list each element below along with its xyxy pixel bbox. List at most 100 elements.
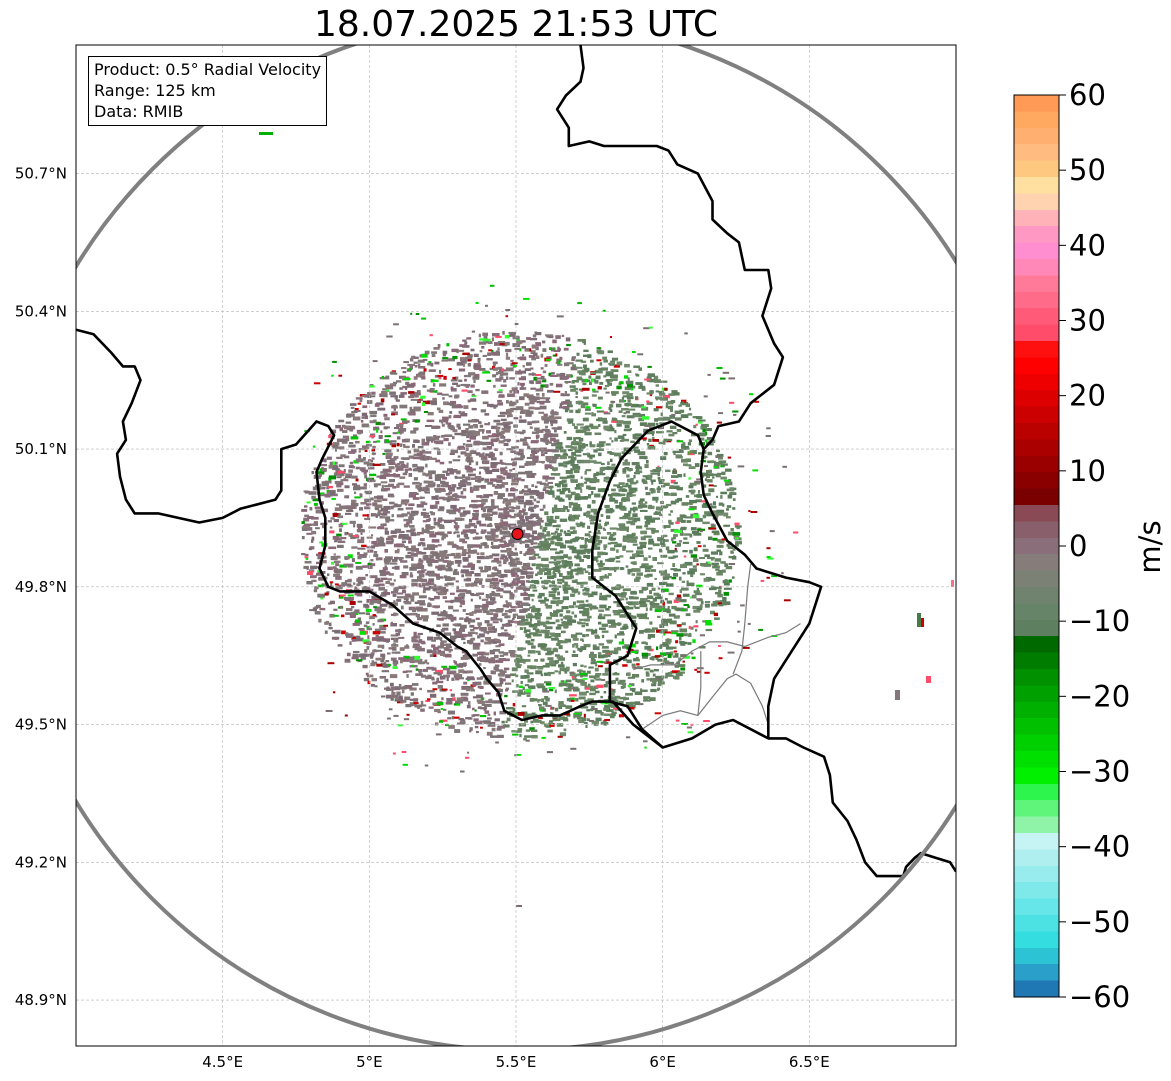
echo-cell xyxy=(439,567,447,571)
echo-cell xyxy=(701,472,708,477)
echo-cell xyxy=(625,403,630,407)
echo-cell xyxy=(604,705,609,709)
echo-cell xyxy=(556,626,562,629)
echo-cell xyxy=(313,522,319,526)
echo-cell xyxy=(485,610,490,614)
echo-cell xyxy=(703,484,707,488)
echo-cell xyxy=(490,462,498,466)
echo-cell xyxy=(390,682,394,687)
echo-cell xyxy=(588,593,594,598)
echo-cell xyxy=(508,414,513,418)
echo-cell xyxy=(384,417,390,421)
echo-cell xyxy=(433,436,440,440)
echo-cell xyxy=(474,725,479,729)
echo-cell xyxy=(672,450,680,453)
echo-cell xyxy=(492,374,497,378)
echo-cell xyxy=(427,689,435,693)
echo-cell xyxy=(619,439,624,442)
echo-cell xyxy=(601,634,605,639)
echo-cell xyxy=(414,419,420,423)
echo-cell xyxy=(605,374,611,377)
echo-cell xyxy=(489,584,496,589)
echo-cell xyxy=(399,558,403,561)
echo-cell xyxy=(475,388,480,392)
echo-cell xyxy=(531,729,538,732)
echo-cell xyxy=(488,721,496,724)
echo-cell xyxy=(584,471,587,475)
echo-cell xyxy=(573,714,581,718)
echo-cell xyxy=(676,429,682,432)
echo-cell xyxy=(679,599,687,603)
echo-cell xyxy=(485,636,492,641)
echo-cell xyxy=(333,560,341,564)
echo-cell xyxy=(581,378,587,383)
echo-cell xyxy=(403,518,410,522)
echo-cell xyxy=(511,543,515,548)
echo-cell xyxy=(542,665,550,668)
echo-cell xyxy=(526,587,531,591)
echo-cell xyxy=(641,478,646,481)
echo-cell xyxy=(373,499,382,503)
echo-cell xyxy=(370,575,378,579)
echo-cell xyxy=(631,502,636,505)
echo-cell xyxy=(666,609,671,614)
echo-cell xyxy=(506,411,512,415)
echo-cell xyxy=(625,410,630,414)
echo-cell xyxy=(511,387,518,392)
echo-cell xyxy=(399,624,405,627)
echo-cell xyxy=(454,522,458,525)
echo-cell xyxy=(393,473,400,478)
echo-cell xyxy=(648,538,654,542)
echo-cell xyxy=(384,678,389,683)
echo-cell xyxy=(435,440,444,445)
echo-cell xyxy=(455,677,460,681)
echo-cell xyxy=(575,605,582,608)
echo-cell xyxy=(486,731,493,736)
echo-cell xyxy=(704,478,708,482)
echo-cell xyxy=(510,585,514,589)
echo-cell xyxy=(686,520,692,523)
echo-cell xyxy=(545,398,549,401)
echo-cell xyxy=(445,421,448,425)
echo-cell xyxy=(582,453,591,456)
echo-cell xyxy=(654,577,657,580)
echo-cell xyxy=(501,632,509,636)
echo-cell xyxy=(417,531,424,535)
echo-cell xyxy=(602,527,605,530)
echo-cell xyxy=(588,375,592,379)
echo-cell xyxy=(524,368,531,372)
echo-cell xyxy=(720,600,727,603)
echo-cell xyxy=(581,717,587,722)
echo-cell xyxy=(470,629,475,632)
echo-cell xyxy=(732,532,741,536)
echo-cell xyxy=(513,477,522,481)
echo-cell xyxy=(599,443,605,447)
echo-cell xyxy=(478,341,487,345)
echo-cell xyxy=(655,675,663,680)
echo-cell xyxy=(732,498,736,502)
map-area[interactable] xyxy=(1,18,1033,1050)
echo-cell xyxy=(503,341,510,346)
echo-cell xyxy=(565,650,569,653)
echo-cell xyxy=(704,511,712,515)
echo-cell xyxy=(625,597,628,601)
echo-cell xyxy=(648,476,652,481)
echo-cell xyxy=(622,547,626,551)
echo-cell xyxy=(525,410,534,415)
echo-cell xyxy=(591,500,596,504)
echo-cell xyxy=(367,565,373,569)
echo-cell xyxy=(380,474,385,477)
echo-cell xyxy=(660,412,663,417)
echo-cell xyxy=(445,484,452,488)
echo-cell xyxy=(487,352,492,356)
echo-cell xyxy=(687,633,692,637)
echo-cell xyxy=(561,406,570,409)
echo-cell xyxy=(343,477,346,481)
echo-cell xyxy=(555,619,560,623)
echo-cell xyxy=(383,638,390,643)
echo-cell xyxy=(371,637,379,641)
echo-cell xyxy=(573,504,581,508)
echo-cell xyxy=(716,453,724,458)
echo-cell xyxy=(420,615,429,619)
echo-cell xyxy=(417,544,422,547)
